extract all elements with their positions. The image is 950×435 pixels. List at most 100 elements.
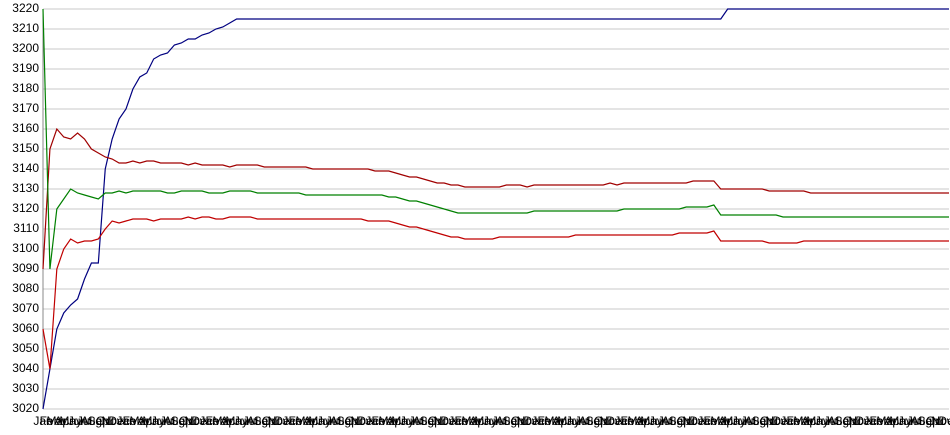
- x-tick-label: Dec: [606, 414, 627, 428]
- x-tick-label: Dec: [440, 414, 461, 428]
- y-tick-label: 3210: [12, 21, 39, 35]
- x-tick-label: Aug: [745, 414, 766, 428]
- x-tick-label: Jun: [234, 414, 253, 428]
- x-tick-label: Jul: [907, 414, 922, 428]
- x-tick-label: Jun: [815, 414, 834, 428]
- x-tick-label: Apr: [54, 414, 73, 428]
- x-tick-label: Jun: [649, 414, 668, 428]
- x-tick-label: Jun: [151, 414, 170, 428]
- x-tick-label: Jul: [575, 414, 590, 428]
- x-tick-label: Sep: [918, 414, 940, 428]
- series-line: [42, 216, 949, 370]
- x-tick-label: Aug: [81, 414, 102, 428]
- x-tick-label: Feb: [704, 414, 725, 428]
- x-tick-label: Jul: [741, 414, 756, 428]
- series-line: [42, 8, 949, 410]
- x-tick-label: Jun: [317, 414, 336, 428]
- x-tick-label: May: [225, 414, 248, 428]
- x-tick-label: Dec: [191, 414, 212, 428]
- series-line: [42, 127, 949, 270]
- y-tick-label: 3070: [12, 301, 39, 315]
- x-tick-label: Dec: [274, 414, 295, 428]
- x-tick-label: Jun: [566, 414, 585, 428]
- x-tick-label: Feb: [787, 414, 808, 428]
- x-tick-label: Aug: [330, 414, 351, 428]
- x-tick-label: Aug: [164, 414, 185, 428]
- x-tick-label: Apr: [718, 414, 737, 428]
- x-tick-label: Feb: [206, 414, 227, 428]
- x-tick-label: Jun: [898, 414, 917, 428]
- x-tick-label: May: [806, 414, 829, 428]
- x-tick-label: Mar: [46, 414, 67, 428]
- x-tick-label: May: [723, 414, 746, 428]
- x-tick-label: Feb: [40, 414, 61, 428]
- x-tick-label: Oct: [677, 414, 696, 428]
- x-tick-label: Mar: [212, 414, 233, 428]
- x-tick-label: Apr: [303, 414, 322, 428]
- x-tick-label: Jun: [68, 414, 87, 428]
- x-tick-label: Nov: [931, 414, 950, 428]
- x-tick-label: Sep: [171, 414, 193, 428]
- x-tick-label: Jan: [365, 414, 384, 428]
- x-tick-label: Dec: [772, 414, 793, 428]
- x-tick-label: Nov: [516, 414, 537, 428]
- y-tick-label: 3200: [12, 41, 39, 55]
- x-tick-label: Apr: [386, 414, 405, 428]
- y-tick-label: 3100: [12, 241, 39, 255]
- x-tick-label: Oct: [345, 414, 364, 428]
- x-tick-label: Aug: [828, 414, 849, 428]
- x-tick-label: Dec: [357, 414, 378, 428]
- x-tick-label: Feb: [621, 414, 642, 428]
- y-tick-label: 3190: [12, 61, 39, 75]
- x-tick-label: Feb: [289, 414, 310, 428]
- x-tick-label: Apr: [884, 414, 903, 428]
- x-tick-label: Jul: [409, 414, 424, 428]
- x-tick-label: Nov: [682, 414, 703, 428]
- y-tick-label: 3090: [12, 261, 39, 275]
- x-tick-label: Dec: [523, 414, 544, 428]
- x-tick-label: Nov: [267, 414, 288, 428]
- x-tick-label: Jul: [243, 414, 258, 428]
- x-tick-label: Sep: [254, 414, 276, 428]
- x-tick-label: Mar: [378, 414, 399, 428]
- x-tick-label: Jun: [732, 414, 751, 428]
- x-tick-label: Jun: [483, 414, 502, 428]
- x-tick-label: Sep: [669, 414, 691, 428]
- x-tick-label: Apr: [469, 414, 488, 428]
- x-tick-label: Dec: [689, 414, 710, 428]
- x-tick-label: Nov: [101, 414, 122, 428]
- x-tick-label: Sep: [503, 414, 525, 428]
- x-tick-label: Sep: [752, 414, 774, 428]
- x-tick-label: Aug: [496, 414, 517, 428]
- y-tick-label: 3110: [13, 221, 39, 235]
- x-tick-label: Dec: [938, 414, 950, 428]
- x-tick-label: May: [557, 414, 580, 428]
- x-tick-label: Nov: [350, 414, 371, 428]
- x-tick-label: Aug: [579, 414, 600, 428]
- x-tick-label: Jul: [77, 414, 92, 428]
- x-tick-label: Dec: [108, 414, 129, 428]
- x-tick-label: Apr: [635, 414, 654, 428]
- x-tick-label: May: [474, 414, 497, 428]
- x-tick-label: Jul: [492, 414, 507, 428]
- y-tick-label: 3080: [12, 281, 39, 295]
- y-tick-label: 3030: [12, 381, 39, 395]
- y-tick-label: 3170: [12, 101, 39, 115]
- y-tick-label: 3220: [12, 1, 39, 15]
- x-tick-label: Feb: [455, 414, 476, 428]
- x-tick-label: Oct: [428, 414, 447, 428]
- x-tick-label: Feb: [372, 414, 393, 428]
- x-tick-label: Apr: [801, 414, 820, 428]
- x-tick-label: Oct: [926, 414, 945, 428]
- y-tick-label: 3060: [12, 321, 39, 335]
- x-tick-label: Aug: [662, 414, 683, 428]
- x-tick-label: Oct: [262, 414, 281, 428]
- x-tick-label: Sep: [337, 414, 359, 428]
- x-tick-label: Jan: [33, 414, 52, 428]
- x-tick-label: Mar: [627, 414, 648, 428]
- x-tick-label: Apr: [552, 414, 571, 428]
- x-tick-label: Jun: [400, 414, 419, 428]
- x-tick-label: Nov: [184, 414, 205, 428]
